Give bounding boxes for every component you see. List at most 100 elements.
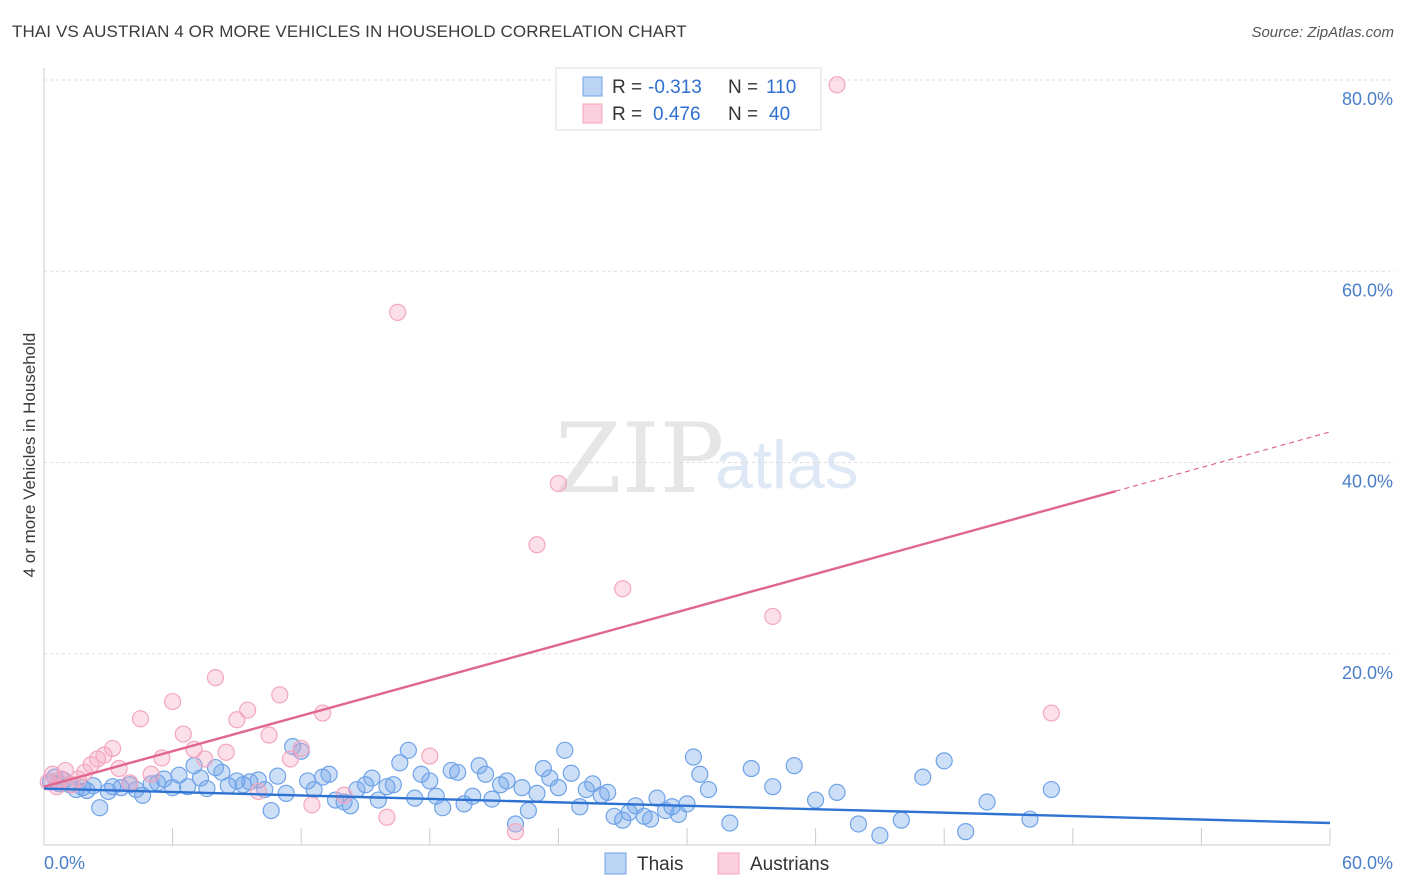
thais-point [363,769,381,787]
thais-point [549,779,568,797]
legend-r-label-austrians: R = [612,104,642,125]
thais-point [391,754,409,772]
source-note: Source: ZipAtlas.com [1251,24,1394,41]
thais-point [914,768,932,786]
austrians-point [1042,704,1060,722]
thais-point [421,772,439,790]
austrians-point [764,607,782,626]
y-tick-label-60: 60.0% [1342,280,1393,300]
x-tick-label-min: 0.0% [44,853,85,873]
watermark-atlas: atlas [715,427,859,503]
series-legend: Thais Austrians [604,852,829,875]
thais-point [806,791,825,809]
legend-swatch-thais [582,76,603,97]
legend-n-value-austrians: 40 [769,104,790,125]
austrians-point [131,710,150,728]
austrians-point [196,750,214,768]
x-tick-label-max: 60.0% [1342,853,1393,873]
thais-point [556,741,574,759]
austrians-point [103,739,122,758]
thais-point [577,780,595,799]
thais-point [978,793,996,811]
austrians-trend-line [43,490,1116,788]
austrians-point [303,796,321,814]
legend-n-label-austrians: N = [728,104,758,125]
y-tick-label-40: 40.0% [1342,472,1393,492]
thais-point [599,783,617,802]
thais-point [534,759,552,778]
y-axis-label: 4 or more Vehicles in Household [20,333,39,578]
austrians-point [378,808,396,826]
thais-point [378,778,396,796]
trend-lines [43,431,1331,825]
thais-point [699,780,718,799]
bottom-legend-label-austrians: Austrians [750,854,829,875]
gridlines [44,79,1395,655]
austrians-point [228,711,246,729]
austrians-point [828,76,846,94]
thais-point [513,779,531,797]
thais-point [691,765,709,783]
austrians-point [292,739,310,758]
austrians-point [549,474,568,493]
thais-point [91,799,109,817]
thais-point [684,748,703,766]
thais-point [871,826,889,845]
austrians-trend-extension [1115,431,1331,492]
x-axis-ticks [43,828,1331,845]
austrians-point [260,726,278,744]
austrians-point [239,701,257,719]
thais-point [584,775,602,793]
legend-r-value-thais: -0.313 [648,77,702,98]
watermark-zip: ZIP [555,403,724,515]
austrians-point [506,823,525,841]
thais-point [170,766,188,784]
series-austrians-points [39,76,1060,841]
series-thais-points [41,737,1060,845]
thais-point [449,763,467,781]
austrians-point [95,746,113,764]
austrians-point [174,725,192,743]
y-tick-label-20: 20.0% [1342,663,1393,683]
thais-point [678,795,696,813]
legend-r-label-thais: R = [612,77,642,98]
thais-point [399,741,417,759]
thais-trend-line [43,787,1331,825]
thais-point [476,765,495,783]
austrians-point [56,761,75,780]
austrians-point [206,669,225,687]
thais-point [541,769,559,787]
legend-n-value-thais: 110 [766,77,796,98]
thais-point [269,767,287,785]
thais-point [498,772,516,790]
thais-point [191,769,210,787]
bottom-legend-swatch-austrians [717,852,740,875]
chart-title: THAI VS AUSTRIAN 4 OR MORE VEHICLES IN H… [12,22,687,41]
y-tick-label-80: 80.0% [1342,89,1393,109]
bottom-legend-label-thais: Thais [637,854,683,875]
thais-point [369,791,387,809]
thais-point [483,790,501,808]
austrians-point [249,782,267,801]
thais-point [179,778,197,796]
austrians-point [281,750,300,768]
thais-point [641,810,660,828]
austrians-point [217,743,235,761]
thais-point [434,799,452,817]
austrians-point [421,747,439,765]
austrians-point [142,765,160,783]
thais-point [519,801,537,820]
thais-point [849,815,868,833]
thais-point [721,814,739,832]
thais-point [828,783,846,802]
thais-point [528,784,546,802]
thais-point [1042,780,1060,799]
austrians-point [614,580,632,598]
austrians-point [121,774,139,792]
austrians-point [271,686,289,704]
legend-swatch-austrians [582,103,603,124]
thais-point [464,787,482,805]
thais-point [470,757,488,775]
thais-point [277,784,295,802]
